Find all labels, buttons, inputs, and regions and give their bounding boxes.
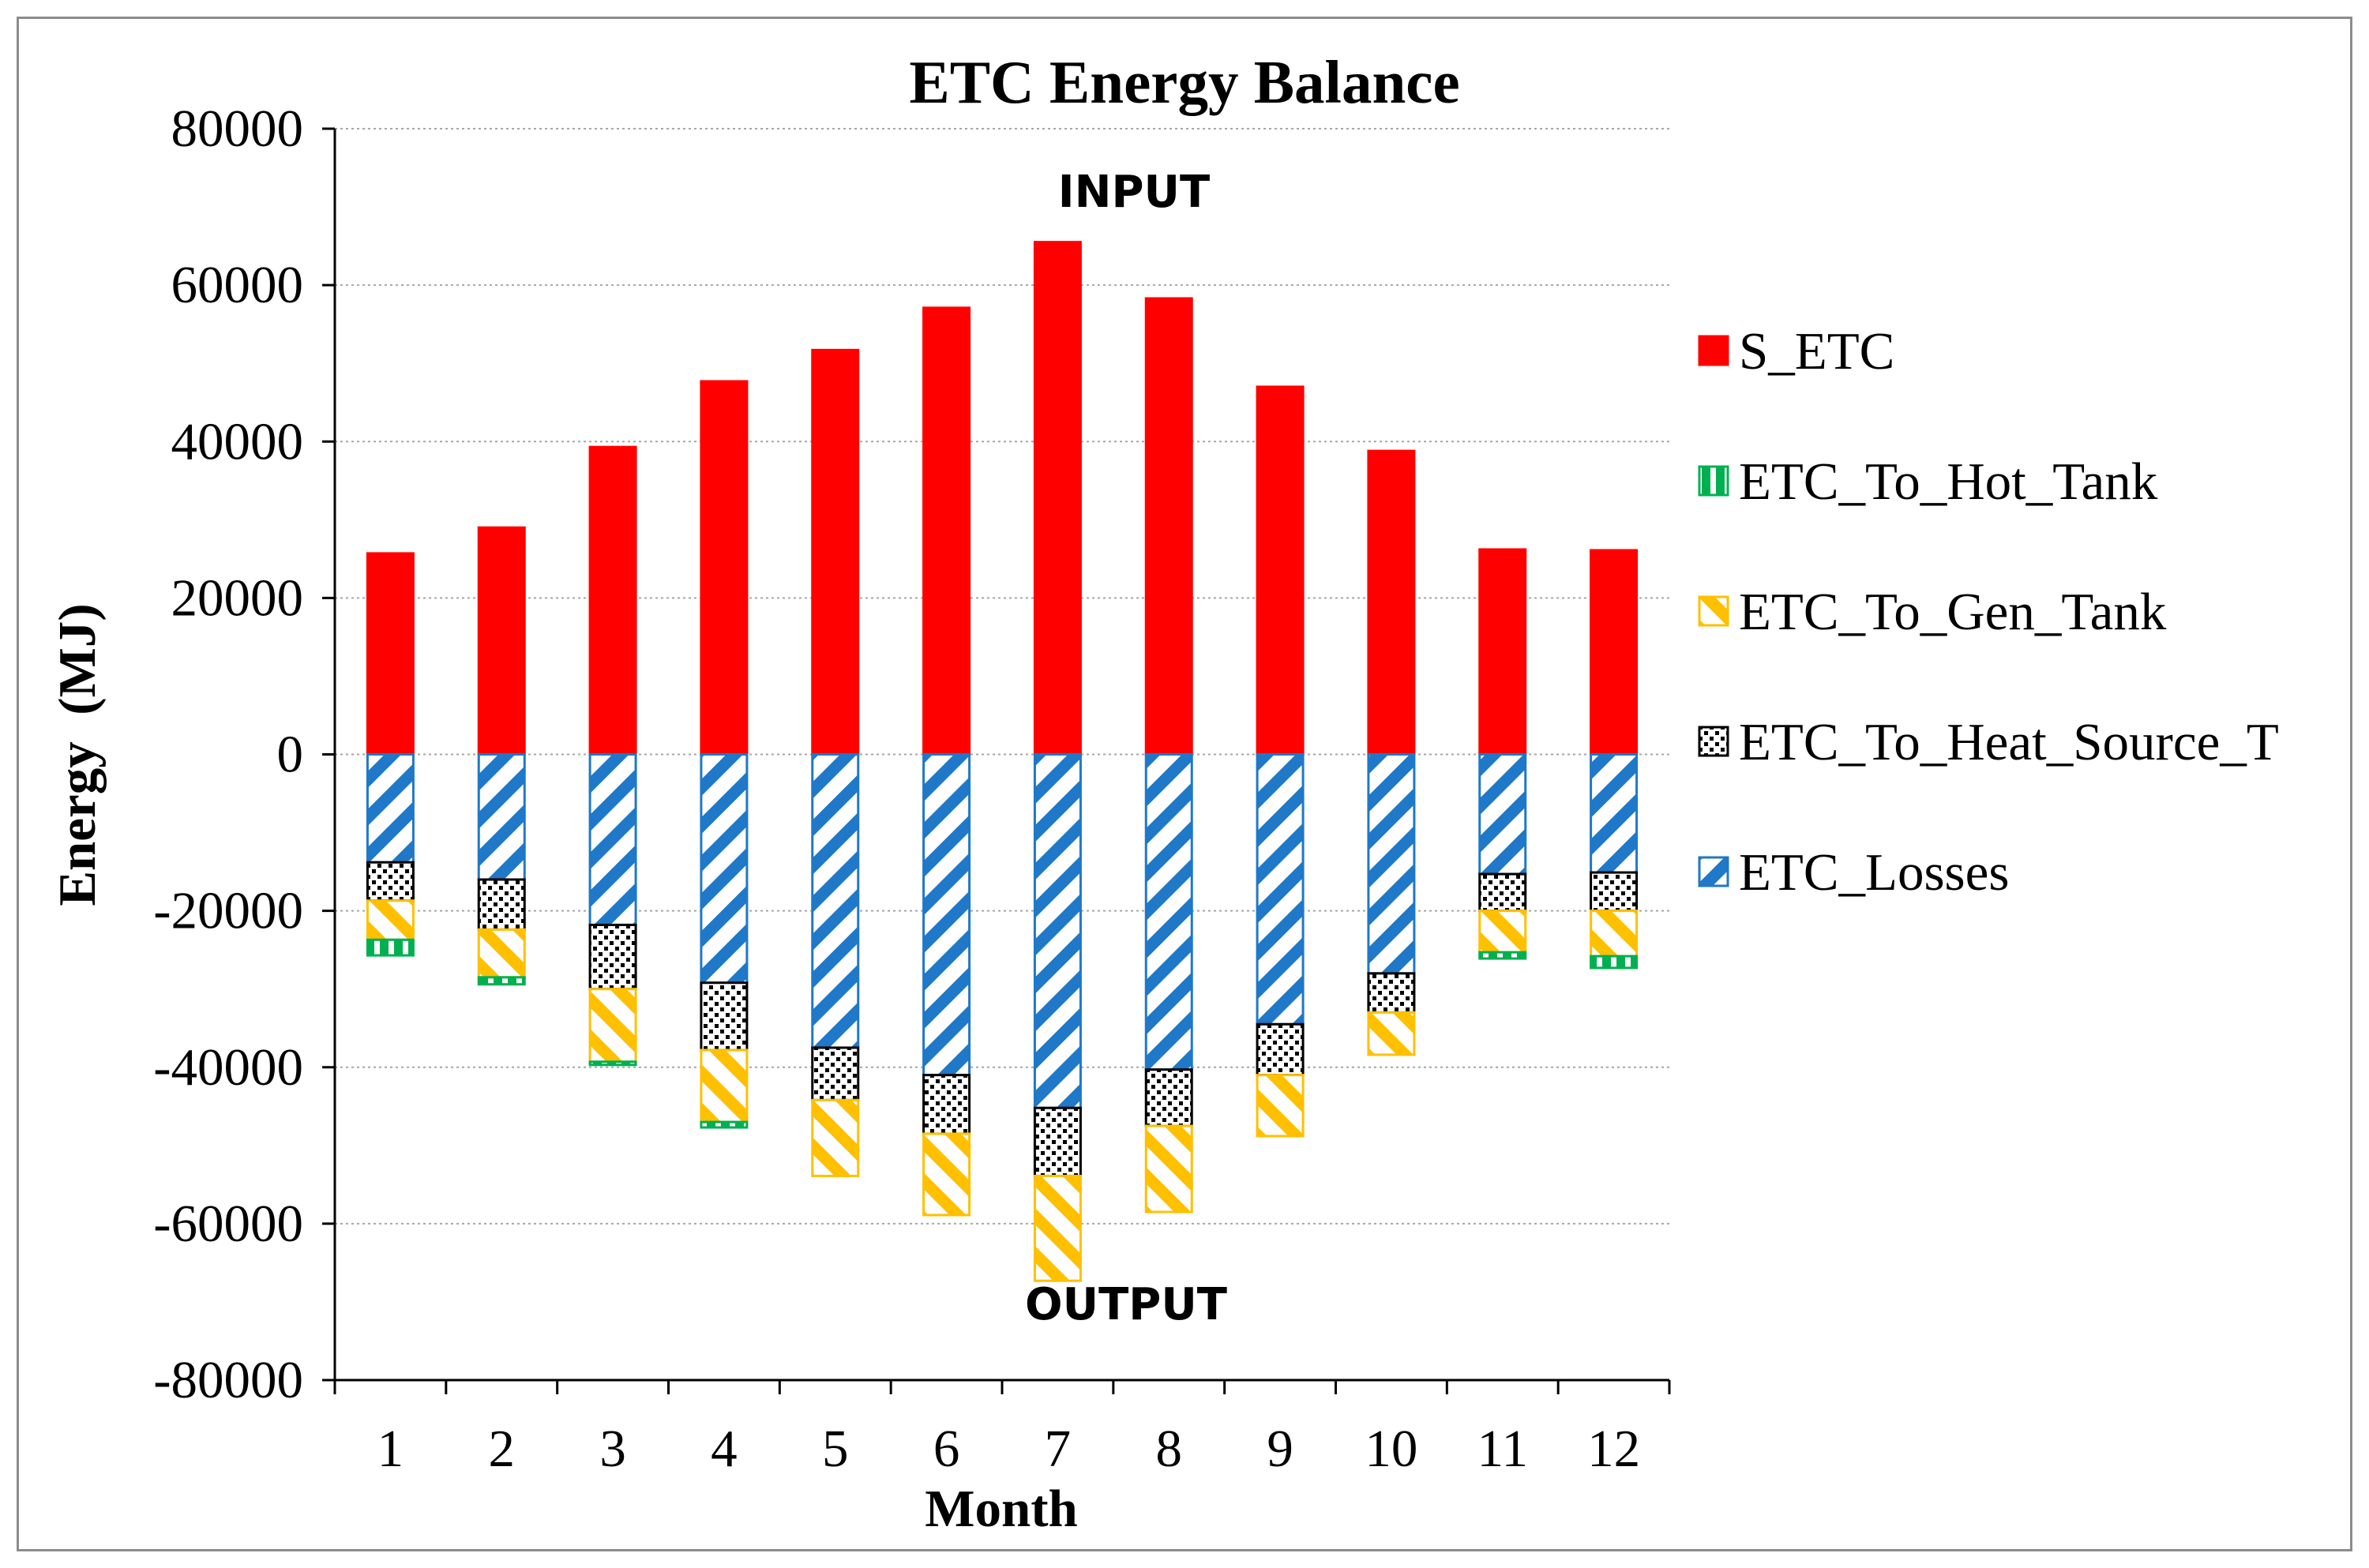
legend-swatch-etc-to-heat-source-t [1698, 726, 1729, 757]
bar-etc-to-heat-source-t-month-9 [1256, 1022, 1305, 1077]
bar-etc-to-heat-source-t-month-10 [1367, 972, 1416, 1014]
bar-s-etc-month-11 [1478, 548, 1527, 756]
bar-etc-to-gen-tank-month-12 [1590, 910, 1639, 958]
bar-etc-losses-month-4 [700, 753, 749, 985]
bar-s-etc-month-12 [1590, 549, 1639, 756]
bar-etc-to-hot-tank-month-1 [366, 938, 415, 957]
bar-etc-to-heat-source-t-month-7 [1033, 1106, 1082, 1177]
legend-swatch-etc-to-hot-tank [1698, 465, 1729, 497]
x-tick-label: 8 [1156, 1420, 1183, 1478]
bar-etc-to-gen-tank-month-9 [1256, 1074, 1305, 1138]
bar-etc-to-gen-tank-month-5 [811, 1098, 860, 1177]
bar-s-etc-month-9 [1256, 385, 1305, 756]
axes [322, 127, 1671, 1394]
y-tick-label: 80000 [171, 99, 304, 158]
bar-etc-to-heat-source-t-month-6 [922, 1074, 971, 1135]
bar-etc-to-heat-source-t-month-12 [1590, 871, 1639, 913]
bar-etc-to-gen-tank-month-6 [922, 1132, 971, 1217]
y-tick-label: -80000 [153, 1351, 303, 1409]
bar-etc-losses-month-6 [922, 753, 971, 1077]
y-tick-label: 0 [277, 726, 304, 784]
x-tick-label: 3 [599, 1420, 626, 1478]
bar-etc-to-gen-tank-month-7 [1033, 1174, 1082, 1282]
bar-etc-losses-month-1 [366, 753, 415, 864]
bar-etc-to-heat-source-t-month-11 [1478, 872, 1527, 913]
x-tick-label: 2 [489, 1420, 516, 1478]
bar-s-etc-month-6 [922, 306, 971, 756]
bar-s-etc-month-3 [588, 445, 637, 756]
y-tick-labels: 80000 60000 40000 20000 0 -20000 -40000 -60000 -… [153, 99, 303, 1409]
gridlines [335, 128, 1669, 1381]
bar-s-etc-month-4 [700, 380, 749, 756]
bar-etc-to-heat-source-t-month-5 [811, 1046, 860, 1101]
bars [366, 241, 1639, 1282]
bar-s-etc-month-5 [811, 348, 860, 756]
legend-swatch-etc-losses [1698, 856, 1729, 887]
legend-label-etc-to-gen-tank: ETC_To_Gen_Tank [1739, 583, 2167, 641]
bar-etc-to-gen-tank-month-4 [700, 1048, 749, 1123]
bar-etc-losses-month-9 [1256, 753, 1305, 1026]
bar-etc-losses-month-5 [811, 753, 860, 1049]
bar-etc-to-gen-tank-month-10 [1367, 1011, 1416, 1056]
output-annotation: OUTPUT [1025, 1279, 1227, 1330]
y-tick-label: -40000 [153, 1038, 303, 1097]
legend-label-s-etc: S_ETC [1739, 322, 1894, 381]
x-tick-label: 10 [1365, 1420, 1417, 1478]
bar-etc-to-hot-tank-month-12 [1590, 955, 1639, 970]
bar-etc-losses-month-8 [1144, 753, 1193, 1071]
bar-s-etc-month-1 [366, 552, 415, 756]
legend-swatch-etc-to-gen-tank [1698, 595, 1729, 627]
x-tick-label: 9 [1267, 1420, 1293, 1478]
bar-etc-losses-month-2 [477, 753, 526, 881]
x-tick-label: 11 [1477, 1420, 1528, 1478]
bar-s-etc-month-2 [477, 526, 526, 756]
bar-etc-to-heat-source-t-month-4 [700, 981, 749, 1052]
y-axis-title: Energy (MJ) [48, 603, 107, 906]
bar-etc-to-heat-source-t-month-2 [477, 878, 526, 931]
y-tick-label: 40000 [171, 412, 304, 471]
bar-etc-to-hot-tank-month-2 [477, 976, 526, 986]
bar-etc-to-hot-tank-month-4 [700, 1120, 749, 1129]
bar-etc-losses-month-12 [1590, 753, 1639, 874]
bar-etc-to-gen-tank-month-2 [477, 928, 526, 979]
x-tick-label: 12 [1587, 1420, 1640, 1478]
y-tick-label: 20000 [171, 568, 304, 627]
bar-etc-to-gen-tank-month-8 [1144, 1124, 1193, 1214]
bar-etc-to-gen-tank-month-3 [588, 988, 637, 1063]
chart-title: ETC Energy Balance [909, 48, 1459, 116]
y-tick-label: -60000 [153, 1195, 303, 1253]
input-annotation: INPUT [1058, 167, 1210, 218]
bar-s-etc-month-10 [1367, 449, 1416, 756]
x-tick-label: 5 [822, 1420, 849, 1478]
x-tick-label: 7 [1045, 1420, 1072, 1478]
legend: S_ETC ETC_To_Hot_Tank ETC_To_Gen_Tank ETC_T… [1698, 322, 2279, 902]
bar-etc-to-hot-tank-month-11 [1478, 951, 1527, 960]
x-tick-label: 4 [711, 1420, 738, 1478]
x-tick-label: 6 [933, 1420, 960, 1478]
bar-s-etc-month-7 [1033, 241, 1082, 756]
bar-etc-to-gen-tank-month-1 [366, 899, 415, 941]
bar-etc-to-heat-source-t-month-1 [366, 861, 415, 902]
bar-etc-to-hot-tank-month-3 [588, 1060, 637, 1067]
legend-swatch-s-etc [1698, 335, 1729, 366]
y-tick-label: 60000 [171, 256, 304, 314]
bar-etc-to-gen-tank-month-11 [1478, 910, 1527, 954]
bar-etc-losses-month-3 [588, 753, 637, 926]
x-tick-label: 1 [377, 1420, 404, 1478]
x-tick-labels: 1 2 3 4 5 6 7 8 9 10 11 12 [377, 1420, 1640, 1478]
legend-label-etc-losses: ETC_Losses [1739, 843, 2009, 902]
bar-etc-losses-month-10 [1367, 753, 1416, 975]
legend-label-etc-to-hot-tank: ETC_To_Hot_Tank [1739, 452, 2158, 511]
y-tick-label: -20000 [153, 882, 303, 940]
x-axis-title: Month [925, 1480, 1078, 1538]
bar-etc-losses-month-11 [1478, 753, 1527, 876]
bar-etc-to-heat-source-t-month-3 [588, 923, 637, 991]
bar-etc-losses-month-7 [1033, 753, 1082, 1109]
bar-s-etc-month-8 [1144, 297, 1193, 756]
legend-label-etc-to-heat-source-t: ETC_To_Heat_Source_T [1739, 713, 2279, 771]
bar-etc-to-heat-source-t-month-8 [1144, 1068, 1193, 1127]
